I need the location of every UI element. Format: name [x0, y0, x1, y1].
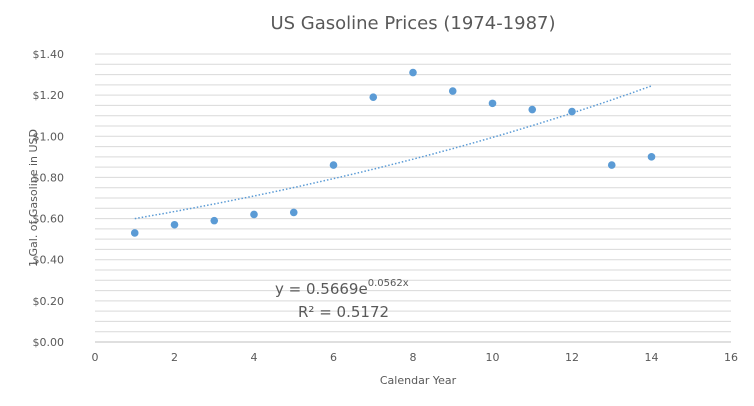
data-point: [607, 161, 616, 169]
trendline-path: [134, 85, 652, 220]
data-point: [250, 210, 258, 219]
x-tick-label: 2: [171, 351, 178, 364]
x-tick-label: 4: [251, 351, 258, 364]
r-squared-label: R² = 0.5172: [298, 303, 389, 321]
y-tick-label: $0.40: [33, 254, 65, 267]
data-point: [448, 87, 457, 95]
y-tick-label: $0.60: [33, 213, 65, 226]
y-tick-label: $1.20: [33, 89, 65, 102]
trendline-equation-exponent: 0.0562x: [368, 278, 409, 289]
x-tick-label: 0: [92, 351, 99, 364]
gridlines: [95, 53, 731, 333]
y-tick-label: $1.00: [33, 130, 65, 143]
data-points: [130, 68, 656, 237]
data-point: [647, 153, 656, 161]
x-tick-label: 10: [486, 351, 500, 364]
data-point: [289, 208, 298, 217]
y-tick-label: $0.20: [33, 295, 65, 308]
y-tick-label: $1.40: [33, 48, 65, 61]
data-point: [528, 105, 537, 114]
x-tick-label: 6: [330, 351, 337, 364]
x-tick-label: 14: [645, 351, 659, 364]
y-tick-label: $0.80: [33, 171, 65, 184]
y-axis-title: 1 Gal. of Gasoline in USD: [27, 129, 40, 267]
data-point: [170, 220, 179, 229]
data-point: [369, 93, 378, 101]
data-point: [329, 161, 338, 169]
x-axis-title: Calendar Year: [380, 374, 457, 387]
x-tick-label: 16: [724, 351, 738, 364]
x-axis-ticks: 0 2 4 6 8 10 12 14 16: [92, 351, 739, 364]
x-tick-label: 8: [410, 351, 417, 364]
trendline-equation-base: y = 0.5669e: [275, 280, 368, 298]
chart-title: US Gasoline Prices (1974-1987): [270, 13, 555, 34]
y-tick-label: $0.00: [33, 336, 65, 349]
data-point: [210, 216, 219, 225]
x-tick-label: 12: [565, 351, 579, 364]
trendline: [134, 85, 652, 220]
data-point: [130, 229, 139, 237]
data-point: [409, 68, 417, 77]
trendline-equation: y = 0.5669e0.0562x: [275, 278, 409, 298]
data-point: [488, 99, 497, 108]
data-point: [568, 107, 576, 116]
y-axis-ticks: $0.00 $0.20 $0.40 $0.60 $0.80 $1.00 $1.20 $1.40: [33, 48, 65, 349]
